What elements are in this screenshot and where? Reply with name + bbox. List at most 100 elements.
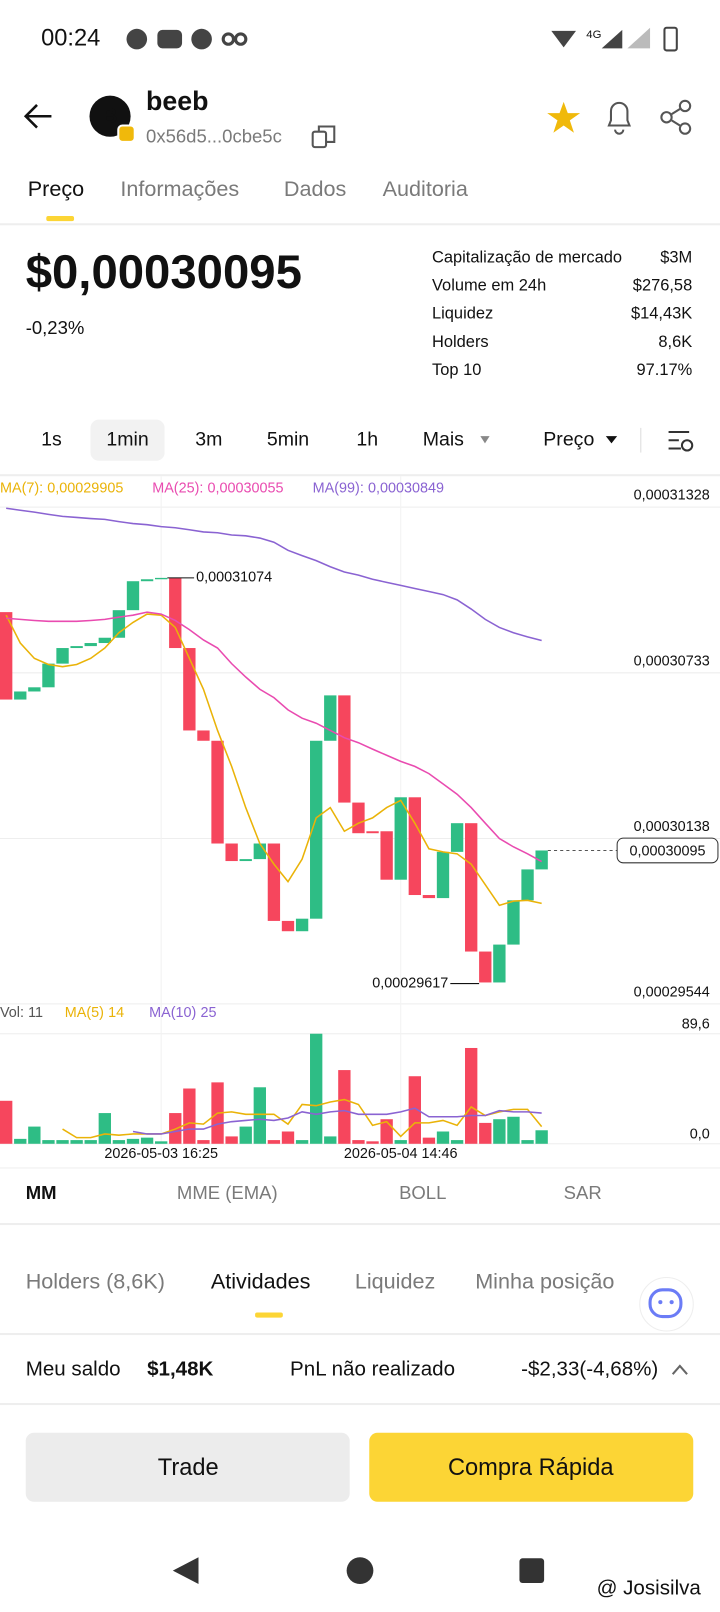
volume-bar (112, 1140, 126, 1144)
interval[interactable]: Mais (423, 428, 464, 450)
tab[interactable]: Auditoria (383, 176, 469, 201)
bottom-tabs: Holders (8,6K) Atividades Liquidez Minha… (26, 1268, 615, 1293)
volume-bar (70, 1140, 83, 1144)
interval[interactable]: 3m (195, 428, 222, 450)
candle-body (84, 643, 97, 647)
volume-bar (450, 1140, 464, 1144)
buy-button[interactable] (369, 1432, 694, 1502)
volume-bar (521, 1140, 534, 1144)
volume-ma-value: 25 (200, 1005, 216, 1021)
buy-button-label: Compra Rápida (448, 1455, 614, 1481)
candle-body (535, 850, 548, 870)
price-change: -0,23% (26, 317, 85, 338)
trade-button-label: Trade (158, 1455, 219, 1481)
share-button[interactable] (660, 99, 692, 135)
stat-value: 8,6K (658, 333, 692, 351)
candle-body (310, 740, 323, 919)
interval[interactable]: 5min (267, 428, 309, 450)
dropdown-caret (605, 436, 618, 444)
volume-bar (14, 1138, 27, 1144)
stat-value: 97.17% (636, 361, 692, 379)
stat-label: Volume em 24h (432, 277, 546, 295)
interval[interactable]: 1min (106, 428, 148, 450)
price-mode[interactable]: Preço (543, 428, 594, 450)
volume-bar (465, 1047, 478, 1144)
indicator-tab[interactable]: MM (26, 1182, 57, 1203)
volume-bar (126, 1138, 140, 1144)
bottom-tab[interactable]: Holders (8,6K) (26, 1268, 165, 1293)
divider (0, 1402, 720, 1406)
volume-bar (197, 1140, 210, 1144)
bottom-tab[interactable]: Minha posição (475, 1268, 614, 1293)
divider (0, 223, 720, 226)
indicator-tab[interactable]: BOLL (399, 1182, 446, 1203)
volume-legend-value: 11 (28, 1005, 43, 1021)
nav-recents[interactable] (519, 1558, 545, 1583)
avatar-letter: B (103, 105, 118, 128)
interval[interactable]: 1s (41, 428, 62, 450)
current-price-box (616, 837, 719, 864)
ma-line (132, 1107, 542, 1135)
indicator-tab[interactable]: SAR (564, 1182, 602, 1203)
tab[interactable]: Dados (284, 176, 347, 201)
divider (0, 474, 720, 477)
ma-legend: MA(25): 0,00030055 (152, 480, 283, 496)
stat-label: Holders (432, 333, 489, 351)
nav-home[interactable] (346, 1557, 374, 1585)
token-name: beeb (146, 86, 208, 116)
candle-body (281, 920, 295, 932)
tab[interactable]: Preço (28, 176, 84, 201)
volume-bar (98, 1113, 111, 1144)
pnl-label: PnL não realizado (290, 1358, 455, 1381)
interval[interactable]: 1h (356, 428, 378, 450)
candle-body (408, 797, 421, 896)
candle-body (295, 918, 309, 932)
assistant-button[interactable] (639, 1276, 694, 1332)
candle-body (98, 637, 111, 644)
volume-ma-name: MA(5) (65, 1005, 104, 1021)
network-label: 4G (586, 29, 601, 41)
ma-legend: MA(99): 0,00030849 (313, 480, 444, 496)
volume-bar (436, 1131, 450, 1144)
indicator-tab[interactable]: MME (EMA) (177, 1182, 278, 1203)
stat-label: Liquidez (432, 305, 493, 323)
ma-legend-name: MA(7): (0, 480, 43, 496)
y-tick-label: 0,00031328 (634, 488, 710, 504)
candle-body (394, 797, 407, 880)
y-tick-label: 89,6 (682, 1016, 710, 1032)
candle-body (507, 900, 520, 945)
status-time: 00:24 (41, 25, 100, 51)
candle-body (28, 687, 41, 692)
volume-bar (295, 1140, 309, 1144)
ma-legend-value: 0,00030849 (368, 480, 444, 496)
price: $0,00030095 (26, 246, 302, 299)
trade-button[interactable] (25, 1432, 350, 1502)
nav-back[interactable] (172, 1557, 199, 1585)
bottom-tab[interactable]: Liquidez (355, 1268, 435, 1293)
expand-button[interactable] (671, 1364, 688, 1375)
alert-button[interactable] (607, 101, 632, 135)
candle-body (338, 695, 351, 803)
volume-bar (281, 1131, 295, 1144)
tab[interactable]: Informações (120, 176, 239, 201)
volume-bar (338, 1070, 351, 1144)
y-tick-label: 0,00029544 (634, 984, 710, 1000)
back-button[interactable] (23, 104, 52, 129)
bottom-tab[interactable]: Atividades (211, 1268, 311, 1293)
candle-body (267, 843, 281, 921)
stat-label: Top 10 (432, 361, 481, 379)
volume-bar (394, 1140, 407, 1144)
ma-legend-name: MA(99): (313, 480, 364, 496)
stat-label: Capitalização de mercado (432, 249, 622, 267)
low-label: 0,00029617 (372, 975, 448, 991)
copy-button[interactable] (311, 125, 336, 149)
volume-bar (225, 1136, 238, 1144)
chart-settings-button[interactable] (668, 430, 694, 452)
candle-body (253, 843, 266, 860)
favorite-button[interactable] (547, 101, 581, 133)
ma-line (5, 613, 542, 907)
volume-ma-legend: MA(10) 25 (149, 1005, 216, 1021)
volume-bar (253, 1087, 266, 1144)
stat-value: $14,43K (631, 305, 692, 323)
